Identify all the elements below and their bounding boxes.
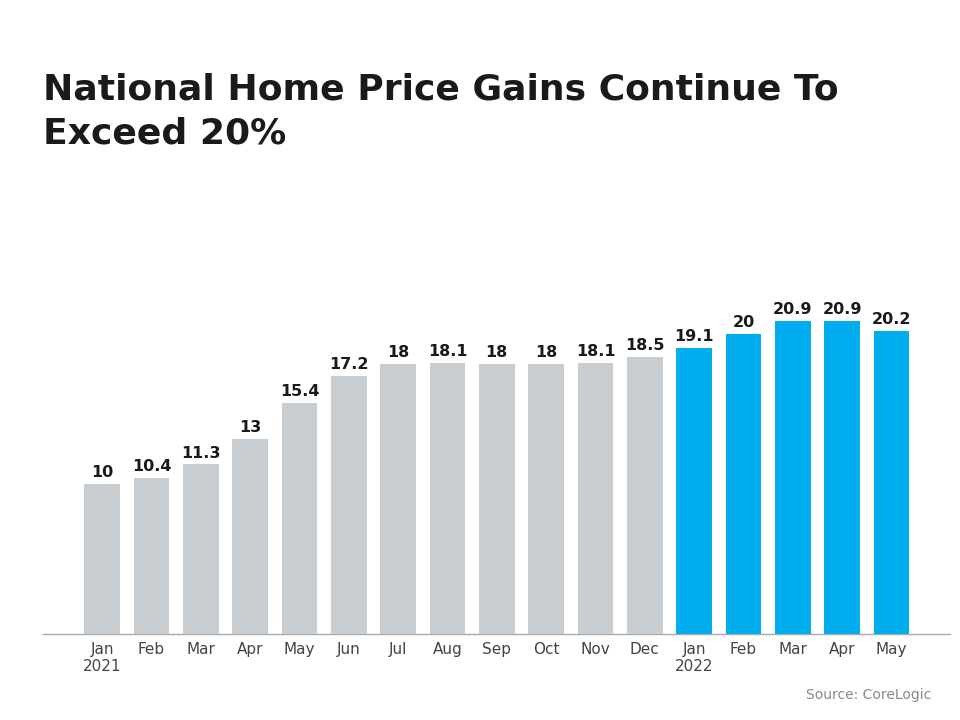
Bar bbox=[726, 334, 761, 634]
Bar bbox=[677, 348, 712, 634]
Bar bbox=[183, 464, 219, 634]
Text: 18: 18 bbox=[387, 346, 409, 360]
Text: 18: 18 bbox=[535, 346, 557, 360]
Text: 10: 10 bbox=[91, 465, 113, 480]
Bar bbox=[84, 484, 120, 634]
Text: 20.9: 20.9 bbox=[773, 302, 812, 317]
Text: 18.5: 18.5 bbox=[625, 338, 664, 353]
Bar bbox=[578, 363, 613, 634]
Text: National Home Price Gains Continue To
Exceed 20%: National Home Price Gains Continue To Ex… bbox=[43, 72, 839, 150]
Text: 20: 20 bbox=[732, 315, 755, 330]
Text: 15.4: 15.4 bbox=[279, 384, 320, 399]
Bar bbox=[380, 364, 416, 634]
Bar bbox=[775, 320, 810, 634]
Text: 18.1: 18.1 bbox=[428, 343, 468, 359]
Text: 18: 18 bbox=[486, 346, 508, 360]
Text: 10.4: 10.4 bbox=[132, 459, 171, 474]
Bar bbox=[281, 403, 317, 634]
Bar bbox=[133, 478, 169, 634]
Text: 11.3: 11.3 bbox=[181, 446, 221, 461]
Text: 19.1: 19.1 bbox=[674, 329, 714, 344]
Text: 20.2: 20.2 bbox=[872, 312, 911, 328]
Bar bbox=[874, 331, 909, 634]
Text: 18.1: 18.1 bbox=[576, 343, 615, 359]
Bar bbox=[479, 364, 515, 634]
Bar bbox=[331, 376, 367, 634]
Bar bbox=[825, 320, 860, 634]
Bar bbox=[232, 439, 268, 634]
Text: 17.2: 17.2 bbox=[329, 357, 369, 372]
Text: Source: CoreLogic: Source: CoreLogic bbox=[806, 688, 931, 702]
Bar bbox=[528, 364, 564, 634]
Text: 13: 13 bbox=[239, 420, 261, 435]
Bar bbox=[627, 356, 662, 634]
Bar bbox=[430, 363, 466, 634]
Text: 20.9: 20.9 bbox=[823, 302, 862, 317]
